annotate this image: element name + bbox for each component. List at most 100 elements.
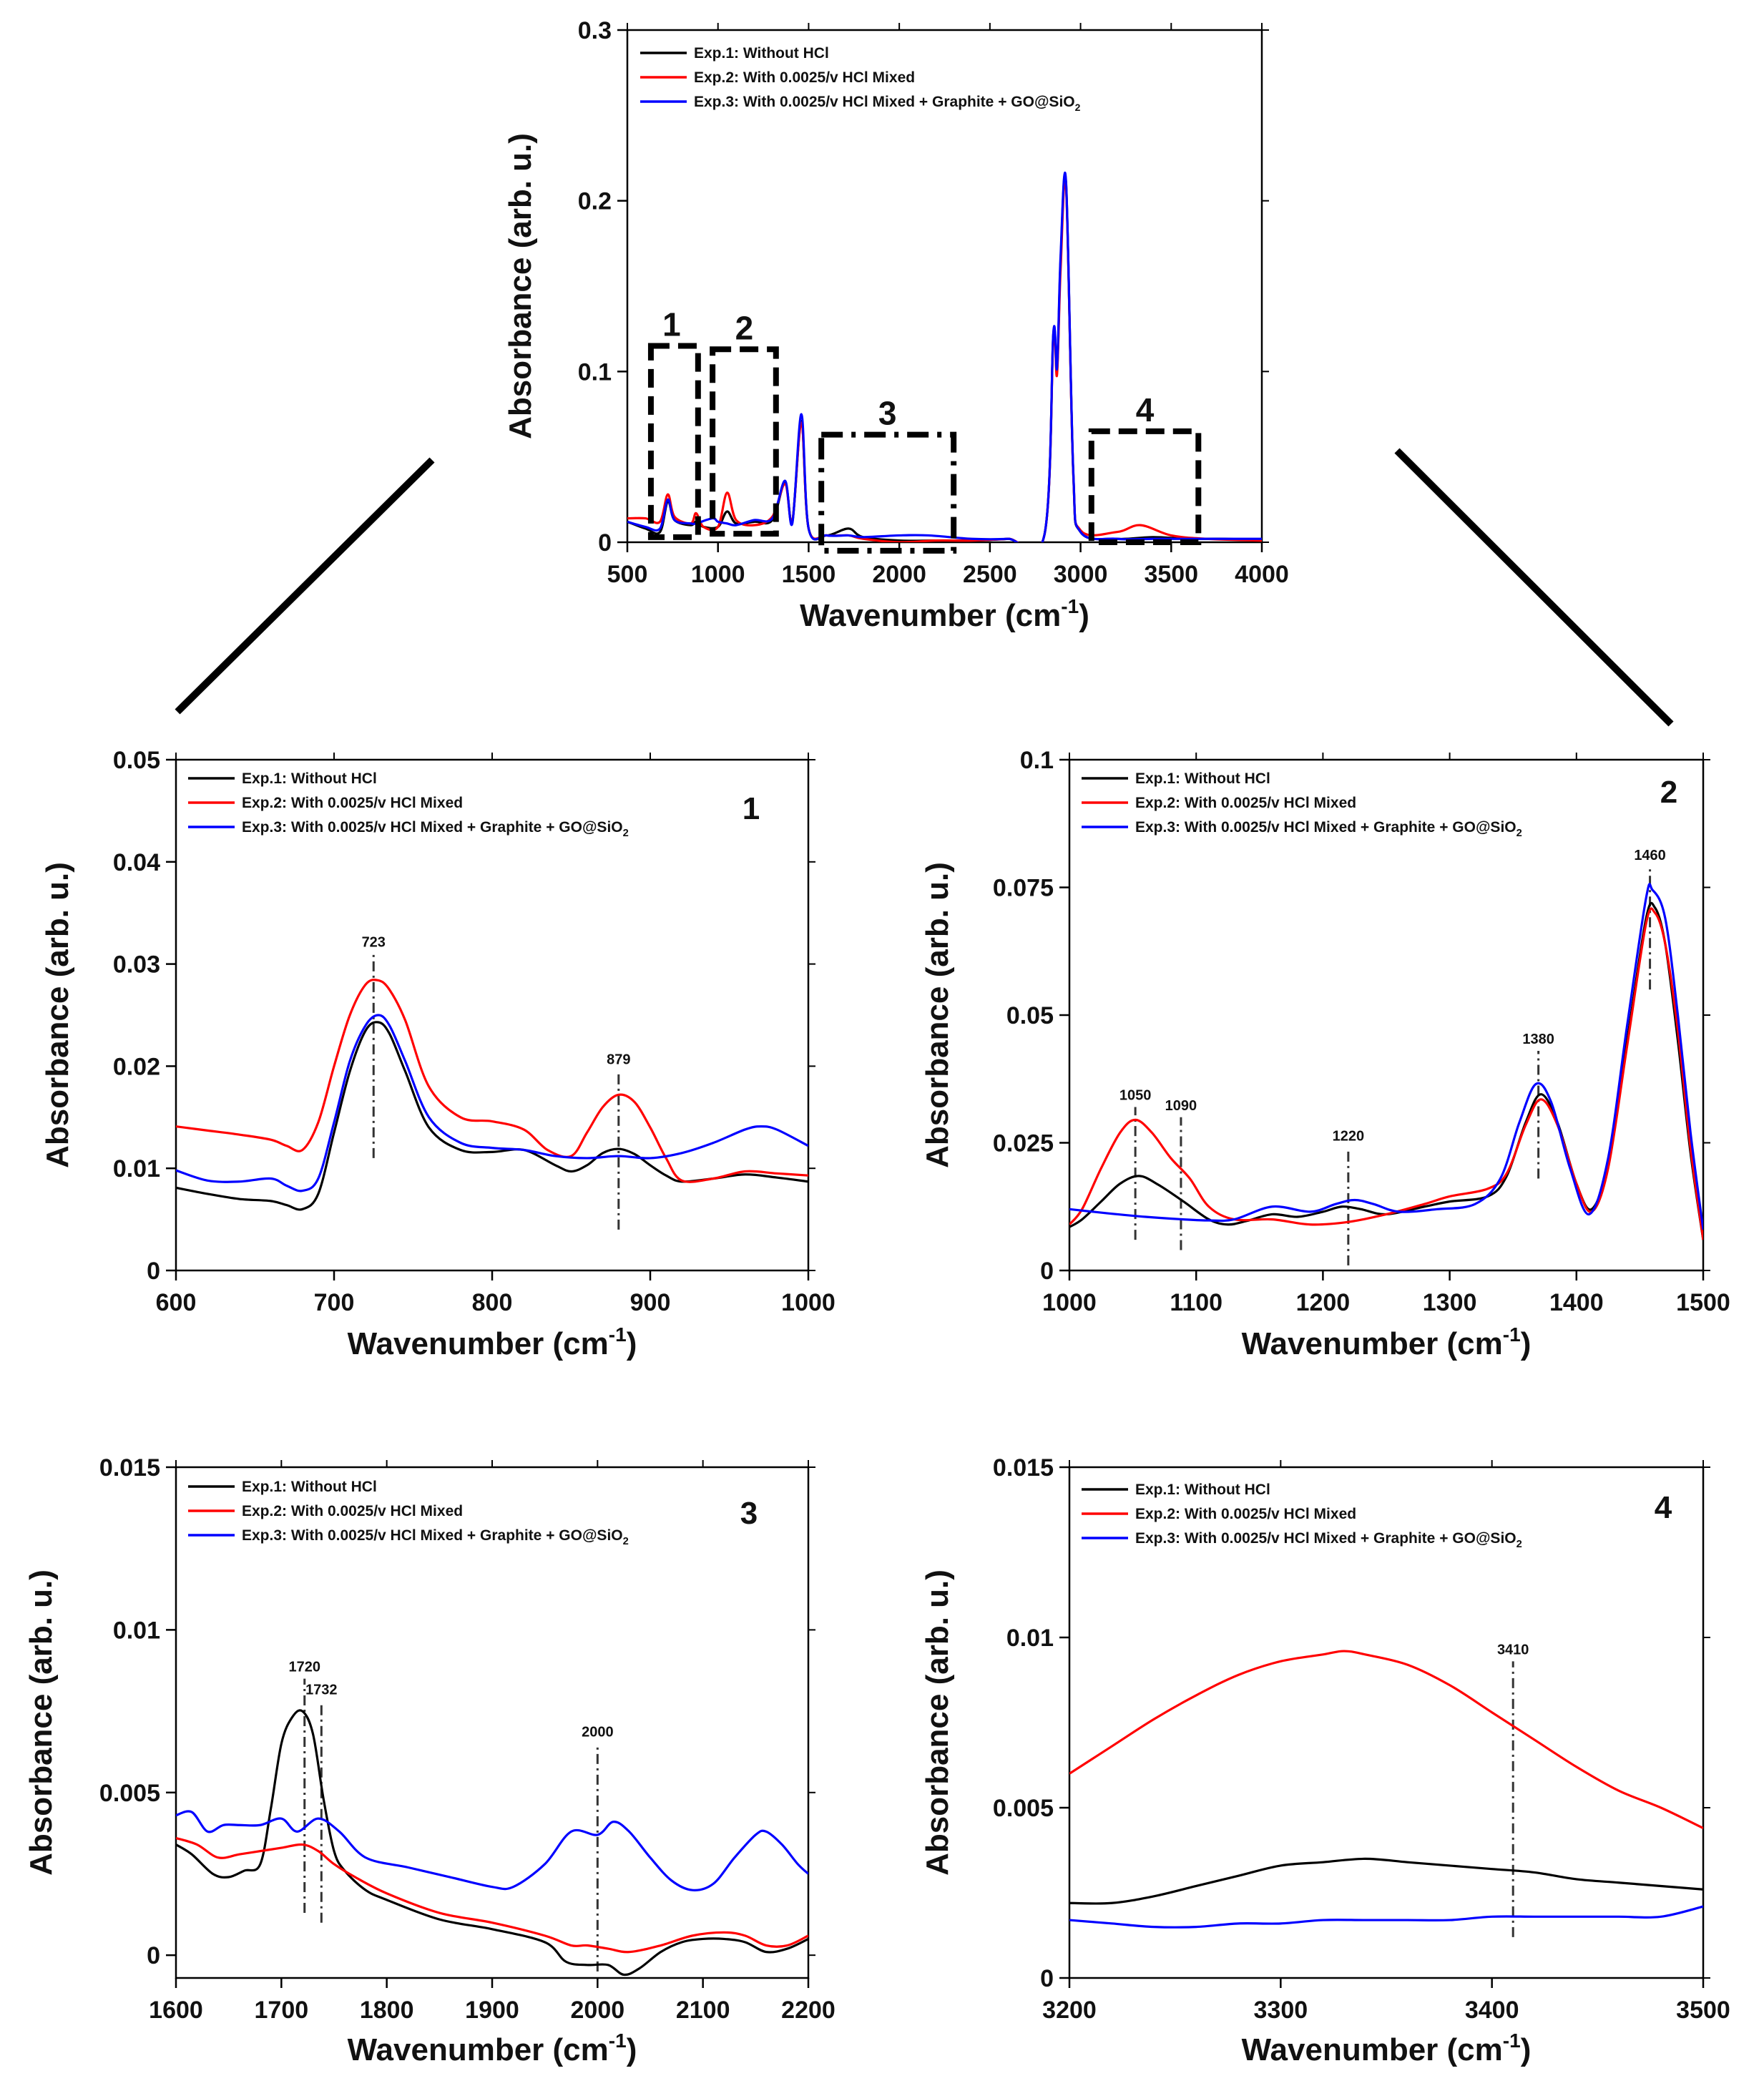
panel-label-3: 3 xyxy=(740,1496,758,1531)
series-line-exp1 xyxy=(176,1021,808,1211)
series-line-exp2 xyxy=(176,1836,808,1954)
series-line-exp3 xyxy=(176,1810,808,1891)
legend-label-exp1: Exp.1: Without HCl xyxy=(694,45,829,62)
region-box-label-2: 2 xyxy=(735,309,754,346)
series-line-exp1 xyxy=(1069,1857,1703,1905)
y-axis-title: Absorbance (arb. u.) xyxy=(920,1569,955,1876)
legend-label-exp2: Exp.2: With 0.0025/v HCl Mixed xyxy=(242,795,463,811)
y-tick-label: 0.005 xyxy=(99,1780,160,1807)
series-line-exp1 xyxy=(1069,901,1703,1240)
peak-label-1380: 1380 xyxy=(1522,1032,1554,1047)
x-axis-title: Wavenumber (cm-1) xyxy=(1242,2029,1532,2067)
x-tick-label: 700 xyxy=(314,1289,355,1316)
legend-label-exp3: Exp.3: With 0.0025/v HCl Mixed + Graphit… xyxy=(1135,819,1522,839)
y-tick-label: 0 xyxy=(147,1258,160,1285)
x-tick-label: 1300 xyxy=(1423,1289,1477,1316)
legend-label-exp2: Exp.2: With 0.0025/v HCl Mixed xyxy=(694,69,915,86)
y-tick-label: 0.2 xyxy=(578,188,612,215)
x-tick-label: 500 xyxy=(607,561,648,588)
y-tick-label: 0.005 xyxy=(993,1795,1054,1822)
series-line-exp1 xyxy=(176,1709,808,1977)
peak-label-1220: 1220 xyxy=(1333,1129,1365,1145)
y-tick-label: 0.02 xyxy=(113,1053,160,1080)
y-tick-label: 0.01 xyxy=(1006,1625,1054,1652)
y-axis-title: Absorbance (arb. u.) xyxy=(503,133,538,439)
x-tick-label: 1400 xyxy=(1549,1289,1604,1316)
plot-frame xyxy=(626,29,1263,544)
y-axis-title: Absorbance (arb. u.) xyxy=(24,1569,59,1876)
connector-line-left xyxy=(175,457,435,715)
connector-line-right xyxy=(1394,448,1674,727)
peak-label-1732: 1732 xyxy=(305,1682,338,1698)
legend-label-exp1: Exp.1: Without HCl xyxy=(242,770,377,787)
y-tick-label: 0.04 xyxy=(113,849,160,876)
y-tick-label: 0.025 xyxy=(993,1130,1054,1157)
x-tick-label: 1900 xyxy=(465,1997,519,2024)
x-tick-label: 2000 xyxy=(872,561,926,588)
x-tick-label: 1200 xyxy=(1296,1289,1351,1316)
chart-p3: 1600 1700 1800 1900 2000 2100 2200 0 0.005 0.01 0.… xyxy=(24,1454,836,2067)
x-tick-label: 2500 xyxy=(963,561,1017,588)
y-tick-label: 0.075 xyxy=(993,875,1054,902)
peak-label-1090: 1090 xyxy=(1165,1098,1197,1114)
x-tick-label: 900 xyxy=(630,1289,671,1316)
region-box-1 xyxy=(647,343,701,540)
series-line-exp3 xyxy=(176,1014,808,1193)
series-line-exp2 xyxy=(176,979,808,1183)
legend-label-exp3: Exp.3: With 0.0025/v HCl Mixed + Graphit… xyxy=(694,94,1081,113)
y-tick-label: 0.1 xyxy=(578,358,612,386)
y-axis-title: Absorbance (arb. u.) xyxy=(40,862,75,1168)
x-tick-label: 3200 xyxy=(1042,1997,1097,2024)
y-tick-label: 0 xyxy=(147,1942,160,1969)
legend-label-exp3: Exp.3: With 0.0025/v HCl Mixed + Graphit… xyxy=(242,1527,629,1547)
y-tick-label: 0.015 xyxy=(99,1454,160,1482)
x-tick-label: 2100 xyxy=(676,1997,730,2024)
region-box-3 xyxy=(818,431,957,554)
legend-label-exp2: Exp.2: With 0.0025/v HCl Mixed xyxy=(242,1503,463,1519)
region-box-label-1: 1 xyxy=(662,306,681,343)
y-tick-label: 0 xyxy=(1040,1258,1054,1285)
x-tick-label: 600 xyxy=(156,1289,197,1316)
legend-label-exp3: Exp.3: With 0.0025/v HCl Mixed + Graphit… xyxy=(1135,1530,1522,1550)
region-box-label-4: 4 xyxy=(1136,391,1155,428)
peak-label-723: 723 xyxy=(362,934,386,950)
series-line-exp3 xyxy=(1069,883,1703,1230)
x-axis-title: Wavenumber (cm-1) xyxy=(1242,1323,1532,1361)
x-tick-label: 1800 xyxy=(360,1997,414,2024)
peak-label-1720: 1720 xyxy=(288,1660,320,1675)
y-tick-label: 0.05 xyxy=(113,747,160,774)
legend-label-exp2: Exp.2: With 0.0025/v HCl Mixed xyxy=(1135,1506,1356,1522)
x-axis-title: Wavenumber (cm-1) xyxy=(348,1323,637,1361)
peak-label-1460: 1460 xyxy=(1634,848,1666,863)
x-axis-title: Wavenumber (cm-1) xyxy=(800,595,1089,633)
legend-label-exp1: Exp.1: Without HCl xyxy=(242,1479,377,1495)
series-line-exp3 xyxy=(1069,1905,1703,1929)
x-tick-label: 2000 xyxy=(571,1997,625,2024)
x-tick-label: 1600 xyxy=(149,1997,203,2024)
legend-label-exp3: Exp.3: With 0.0025/v HCl Mixed + Graphit… xyxy=(242,819,629,839)
x-tick-label: 3300 xyxy=(1254,1997,1308,2024)
x-tick-label: 1000 xyxy=(691,561,745,588)
x-tick-label: 2200 xyxy=(781,1997,836,2024)
panel-label-2: 2 xyxy=(1660,775,1677,810)
y-tick-label: 0.03 xyxy=(113,951,160,979)
chart-p1: 600 700 800 900 1000 0 0.01 0.02 0.03 0.04 0.05 Wav… xyxy=(40,747,836,1361)
y-tick-label: 0.1 xyxy=(1020,747,1054,774)
y-tick-label: 0.05 xyxy=(1006,1002,1054,1029)
legend-label-exp2: Exp.2: With 0.0025/v HCl Mixed xyxy=(1135,795,1356,811)
x-tick-label: 3500 xyxy=(1676,1997,1730,2024)
y-axis-title: Absorbance (arb. u.) xyxy=(920,862,955,1168)
x-tick-label: 1000 xyxy=(1042,1289,1097,1316)
x-tick-label: 1500 xyxy=(1676,1289,1730,1316)
series-line-exp2 xyxy=(1069,1650,1703,1830)
region-box-label-3: 3 xyxy=(878,395,897,432)
x-tick-label: 1500 xyxy=(782,561,836,588)
x-axis-title: Wavenumber (cm-1) xyxy=(348,2029,637,2067)
x-tick-label: 3400 xyxy=(1465,1997,1519,2024)
chart-main: 500 1000 1500 2000 2500 3000 3500 4000 0 0.1 0.2 0.… xyxy=(503,17,1289,633)
plot-frame xyxy=(1068,1466,1705,1979)
y-tick-label: 0.01 xyxy=(113,1617,160,1644)
legend-label-exp1: Exp.1: Without HCl xyxy=(1135,1482,1270,1498)
x-tick-label: 1700 xyxy=(255,1997,309,2024)
